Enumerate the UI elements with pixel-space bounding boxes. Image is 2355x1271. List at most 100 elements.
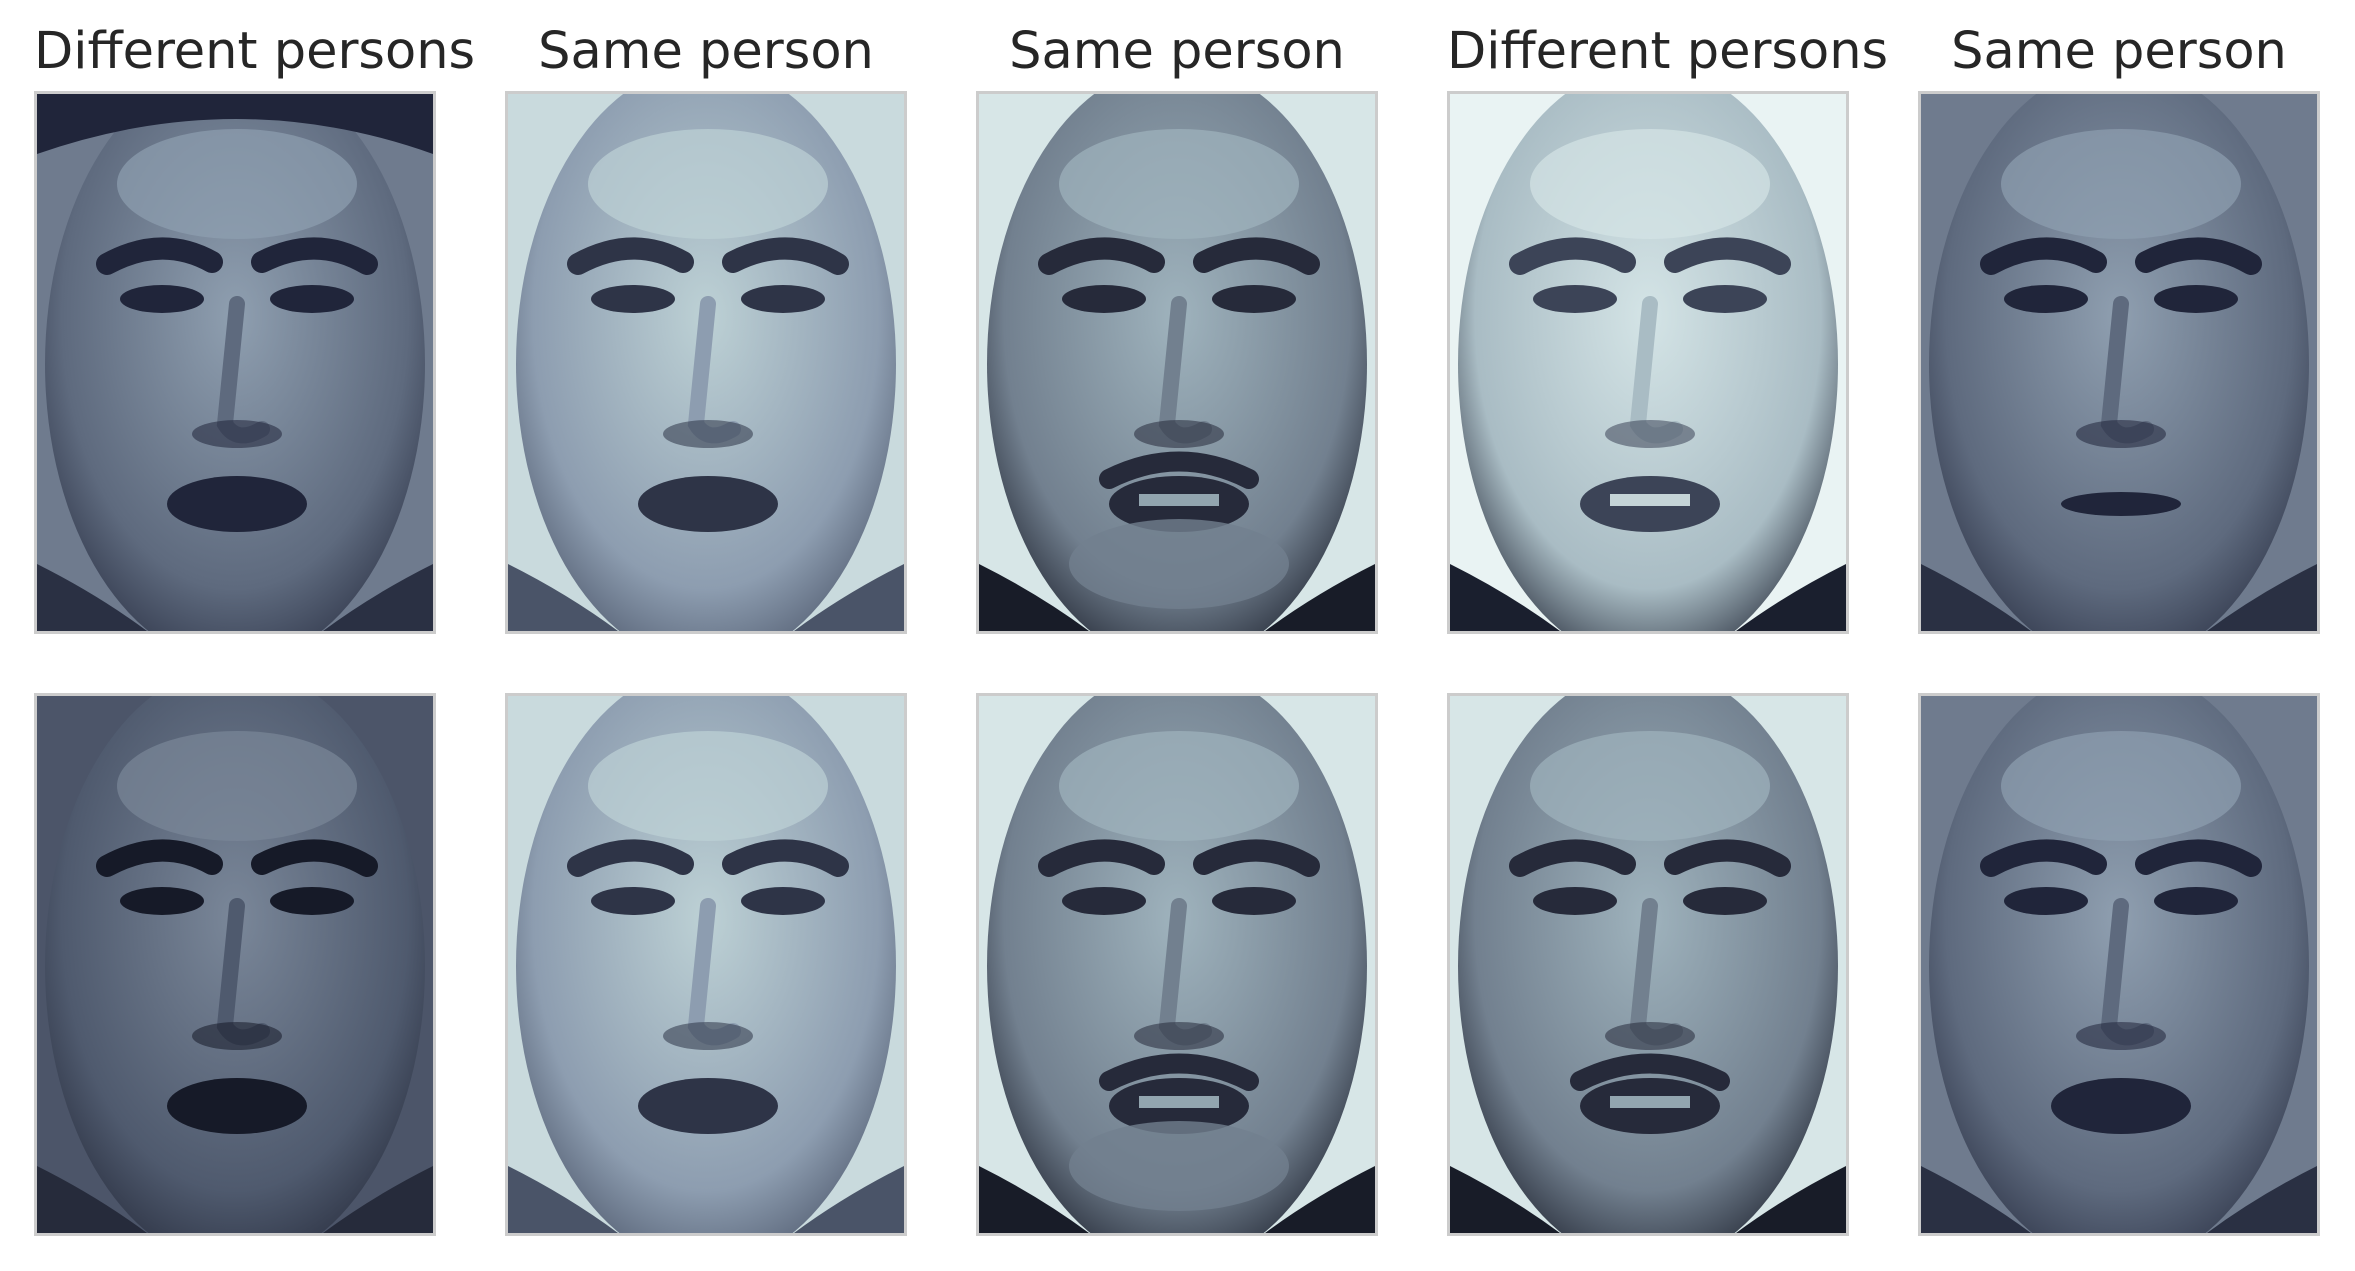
nostrils — [1134, 420, 1224, 448]
moustache — [1570, 1053, 1730, 1091]
forehead-highlight — [117, 731, 357, 841]
right-brow — [1664, 237, 1791, 275]
nostrils — [192, 1022, 282, 1050]
nostrils — [1134, 1022, 1224, 1050]
right-shoulder — [323, 564, 433, 631]
right-brow — [2135, 237, 2262, 275]
left-brow — [96, 839, 223, 877]
right-brow — [722, 839, 849, 877]
left-shoulder — [508, 1166, 618, 1233]
left-brow — [1038, 839, 1165, 877]
right-brow — [2135, 839, 2262, 877]
right-eye — [2154, 285, 2238, 313]
face-image-pair-1-top — [34, 91, 436, 634]
forehead-highlight — [588, 731, 828, 841]
right-brow — [251, 237, 378, 275]
pair-4-title: Different persons — [1447, 22, 1889, 81]
nostrils — [192, 420, 282, 448]
face-image-pair-2-bottom — [505, 693, 907, 1236]
left-brow — [1509, 237, 1636, 275]
mouth — [167, 476, 307, 532]
teeth — [1610, 1096, 1690, 1108]
right-brow — [1193, 237, 1320, 275]
left-brow — [1980, 237, 2107, 275]
moustache — [1099, 451, 1259, 489]
left-shoulder — [508, 564, 618, 631]
face-drawing — [1450, 696, 1846, 1233]
face-drawing — [1921, 94, 2317, 631]
right-eye — [1683, 887, 1767, 915]
forehead-highlight — [1530, 129, 1770, 239]
face-image-pair-3-top — [976, 91, 1378, 634]
forehead-highlight — [1059, 129, 1299, 239]
face-image-pair-3-bottom — [976, 693, 1378, 1236]
mouth — [2051, 1078, 2191, 1134]
left-shoulder — [37, 564, 147, 631]
moustache — [1099, 1053, 1259, 1091]
right-shoulder — [794, 564, 904, 631]
face-image-pair-5-top — [1918, 91, 2320, 634]
nostrils — [663, 420, 753, 448]
left-shoulder — [1450, 1166, 1560, 1233]
left-brow — [567, 839, 694, 877]
left-eye — [120, 887, 204, 915]
face-drawing — [508, 696, 904, 1233]
left-eye — [591, 887, 675, 915]
teeth — [1139, 494, 1219, 506]
left-eye — [1533, 285, 1617, 313]
nostrils — [1605, 420, 1695, 448]
left-eye — [1062, 887, 1146, 915]
nostrils — [1605, 1022, 1695, 1050]
teeth — [1610, 494, 1690, 506]
face-image-pair-5-bottom — [1918, 693, 2320, 1236]
left-brow — [567, 237, 694, 275]
right-brow — [1664, 839, 1791, 877]
pair-1-title: Different persons — [34, 22, 476, 81]
cap — [37, 94, 433, 154]
right-eye — [2154, 887, 2238, 915]
right-shoulder — [2207, 1166, 2317, 1233]
face-drawing — [1921, 696, 2317, 1233]
right-brow — [722, 237, 849, 275]
left-brow — [1509, 839, 1636, 877]
face-image-pair-2-top — [505, 91, 907, 634]
right-brow — [251, 839, 378, 877]
right-shoulder — [2207, 564, 2317, 631]
left-shoulder — [979, 564, 1089, 631]
right-eye — [1212, 285, 1296, 313]
face-drawing — [979, 696, 1375, 1233]
beard — [1069, 519, 1289, 609]
forehead-highlight — [2001, 731, 2241, 841]
face-image-pair-1-bottom — [34, 693, 436, 1236]
left-shoulder — [1921, 1166, 2031, 1233]
mouth — [2061, 492, 2181, 516]
right-shoulder — [1736, 1166, 1846, 1233]
left-shoulder — [37, 1166, 147, 1233]
face-drawing — [37, 696, 433, 1233]
forehead-highlight — [588, 129, 828, 239]
face-drawing — [1450, 94, 1846, 631]
right-shoulder — [1736, 564, 1846, 631]
mouth — [638, 1078, 778, 1134]
mouth — [638, 476, 778, 532]
right-brow — [1193, 839, 1320, 877]
forehead-highlight — [1059, 731, 1299, 841]
left-eye — [2004, 285, 2088, 313]
mouth — [167, 1078, 307, 1134]
forehead-highlight — [1530, 731, 1770, 841]
nostrils — [663, 1022, 753, 1050]
left-shoulder — [979, 1166, 1089, 1233]
pair-3-title: Same person — [1009, 22, 1345, 81]
right-eye — [741, 887, 825, 915]
forehead-highlight — [117, 129, 357, 239]
nostrils — [2076, 420, 2166, 448]
pair-5-title: Same person — [1951, 22, 2287, 81]
left-shoulder — [1921, 564, 2031, 631]
right-shoulder — [1265, 564, 1375, 631]
right-shoulder — [323, 1166, 433, 1233]
teeth — [1139, 1096, 1219, 1108]
right-shoulder — [1265, 1166, 1375, 1233]
pair-2-title: Same person — [538, 22, 874, 81]
forehead-highlight — [2001, 129, 2241, 239]
face-image-pair-4-bottom — [1447, 693, 1849, 1236]
